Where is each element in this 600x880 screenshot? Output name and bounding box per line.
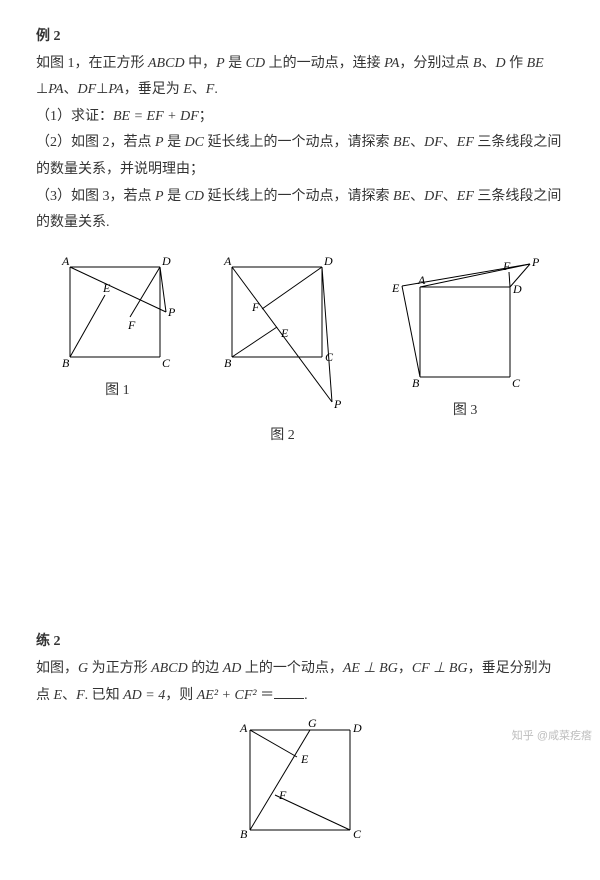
figure-2: A D B C E F P 图 2: [217, 257, 347, 450]
svg-text:A: A: [417, 273, 426, 287]
ex2-q3: （3）如图 3，若点 P 是 CD 延长线上的一个动点，请探索 BE、DF、EF…: [36, 184, 564, 237]
answer-blank: [274, 698, 304, 699]
svg-text:G: G: [308, 716, 317, 730]
pr2-line: 如图，G 为正方形 ABCD 的边 AD 上的一个动点，AE ⊥ BG，CF ⊥…: [36, 656, 564, 709]
figure-4: A D B C G E F: [36, 715, 564, 856]
figure-1: A D B C E F P 图 1: [55, 257, 180, 405]
svg-text:E: E: [102, 281, 111, 295]
figure-row: A D B C E F P 图 1 A D B C E F P 图 2 A D B C E F P 图 3: [36, 257, 564, 450]
svg-text:F: F: [502, 259, 511, 273]
ex2-line2: ⊥PA、DF⊥PA，垂足为 E、F.: [36, 77, 564, 104]
ex2-title: 例 2: [36, 24, 564, 51]
svg-text:P: P: [167, 305, 176, 319]
fig3-caption: 图 3: [385, 398, 545, 425]
svg-text:D: D: [512, 282, 522, 296]
svg-text:A: A: [239, 721, 248, 735]
svg-text:D: D: [161, 257, 171, 268]
ex2-line1: 如图 1，在正方形 ABCD 中，P 是 CD 上的一动点，连接 PA，分别过点…: [36, 51, 564, 78]
svg-text:F: F: [127, 318, 136, 332]
svg-text:A: A: [223, 257, 232, 268]
svg-text:B: B: [240, 827, 248, 841]
figure-3: A D B C E F P 图 3: [385, 257, 545, 425]
svg-text:C: C: [512, 376, 521, 390]
svg-text:P: P: [333, 397, 342, 411]
svg-text:B: B: [224, 356, 232, 370]
svg-text:P: P: [531, 257, 540, 269]
ex2-q1: （1）求证：BE = EF + DF；: [36, 104, 564, 131]
ex2-q2: （2）如图 2，若点 P 是 DC 延长线上的一个动点，请探索 BE、DF、EF…: [36, 130, 564, 183]
svg-text:B: B: [412, 376, 420, 390]
svg-text:D: D: [323, 257, 333, 268]
svg-text:E: E: [300, 752, 309, 766]
svg-text:C: C: [353, 827, 362, 841]
svg-text:F: F: [251, 300, 260, 314]
svg-text:C: C: [325, 350, 334, 364]
svg-text:C: C: [162, 356, 171, 370]
pr2-title: 练 2: [36, 629, 564, 656]
svg-text:B: B: [62, 356, 70, 370]
svg-text:D: D: [352, 721, 362, 735]
fig1-caption: 图 1: [55, 378, 180, 405]
svg-text:E: E: [280, 326, 289, 340]
svg-text:A: A: [61, 257, 70, 268]
fig2-caption: 图 2: [217, 423, 347, 450]
svg-text:F: F: [278, 788, 287, 802]
svg-text:E: E: [391, 281, 400, 295]
watermark: 知乎 @咸菜疙瘩: [512, 726, 592, 747]
